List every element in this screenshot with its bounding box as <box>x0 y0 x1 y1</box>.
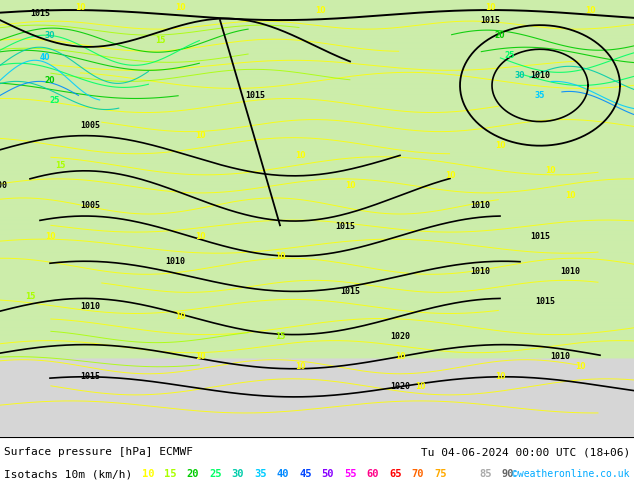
Text: 10: 10 <box>495 372 505 381</box>
Text: 65: 65 <box>389 469 402 479</box>
Text: 1020: 1020 <box>390 332 410 341</box>
Text: 40: 40 <box>277 469 289 479</box>
Text: Isotachs 10m (km/h): Isotachs 10m (km/h) <box>4 469 133 479</box>
Text: 90: 90 <box>501 469 514 479</box>
Text: 10: 10 <box>175 2 185 12</box>
Text: 000: 000 <box>0 181 8 191</box>
Text: 10: 10 <box>275 252 285 261</box>
Text: 30: 30 <box>232 469 244 479</box>
Text: 10: 10 <box>45 232 55 241</box>
Text: 85: 85 <box>479 469 492 479</box>
Text: Surface pressure [hPa] ECMWF: Surface pressure [hPa] ECMWF <box>4 447 193 457</box>
Text: 10: 10 <box>545 166 555 175</box>
Text: 15: 15 <box>25 292 36 301</box>
Text: 1010: 1010 <box>470 201 490 211</box>
Text: 10: 10 <box>195 232 205 241</box>
Text: 25: 25 <box>50 96 60 105</box>
Text: 60: 60 <box>366 469 379 479</box>
Text: 1015: 1015 <box>530 232 550 241</box>
Text: 10: 10 <box>575 362 585 371</box>
Text: 80: 80 <box>456 469 469 479</box>
Text: 10: 10 <box>314 5 325 15</box>
Text: 15: 15 <box>275 332 285 341</box>
Text: 15: 15 <box>155 36 165 45</box>
Text: 1010: 1010 <box>470 267 490 276</box>
Text: 1005: 1005 <box>80 121 100 130</box>
Text: 10: 10 <box>495 141 505 150</box>
Text: 10: 10 <box>295 151 305 160</box>
Text: 20: 20 <box>495 31 505 40</box>
Text: 10: 10 <box>395 352 405 361</box>
Text: 1015: 1015 <box>480 16 500 24</box>
Text: 40: 40 <box>40 53 50 62</box>
Text: 10: 10 <box>415 382 425 392</box>
Text: 1005: 1005 <box>80 201 100 211</box>
Text: 10: 10 <box>565 192 575 200</box>
Text: 10: 10 <box>195 352 205 361</box>
Text: 1015: 1015 <box>335 221 355 231</box>
Text: Tu 04-06-2024 00:00 UTC (18+06): Tu 04-06-2024 00:00 UTC (18+06) <box>421 447 630 457</box>
Text: 70: 70 <box>411 469 424 479</box>
Text: 1015: 1015 <box>535 297 555 306</box>
Text: 10: 10 <box>345 181 355 191</box>
Text: 10: 10 <box>585 5 595 15</box>
Text: 25: 25 <box>209 469 222 479</box>
Text: 35: 35 <box>254 469 267 479</box>
Text: 75: 75 <box>434 469 447 479</box>
Text: 50: 50 <box>321 469 334 479</box>
Text: 25: 25 <box>505 51 515 60</box>
Text: 10: 10 <box>195 131 205 140</box>
Text: 1010: 1010 <box>80 302 100 311</box>
Text: 1010: 1010 <box>530 71 550 80</box>
Text: 15: 15 <box>164 469 177 479</box>
Text: 35: 35 <box>535 91 545 100</box>
Text: 1015: 1015 <box>30 8 50 18</box>
Text: 10: 10 <box>142 469 154 479</box>
Text: 1010: 1010 <box>550 352 570 361</box>
Text: 1015: 1015 <box>340 287 360 296</box>
Text: 30: 30 <box>45 31 55 40</box>
Text: 20: 20 <box>45 76 55 85</box>
Text: 30: 30 <box>515 71 525 80</box>
Text: 10: 10 <box>175 312 185 321</box>
Text: ©weatheronline.co.uk: ©weatheronline.co.uk <box>512 469 630 479</box>
Text: 1020: 1020 <box>390 382 410 392</box>
Text: 10: 10 <box>295 362 305 371</box>
Text: 45: 45 <box>299 469 312 479</box>
Text: 1015: 1015 <box>80 372 100 381</box>
Text: 1010: 1010 <box>165 257 185 266</box>
Text: 1010: 1010 <box>560 267 580 276</box>
Text: 1015: 1015 <box>245 91 265 100</box>
Text: 55: 55 <box>344 469 357 479</box>
Text: 15: 15 <box>55 161 65 171</box>
Text: 20: 20 <box>187 469 199 479</box>
Text: 10: 10 <box>444 172 455 180</box>
Text: 10: 10 <box>485 2 495 12</box>
Text: 10: 10 <box>75 2 85 12</box>
